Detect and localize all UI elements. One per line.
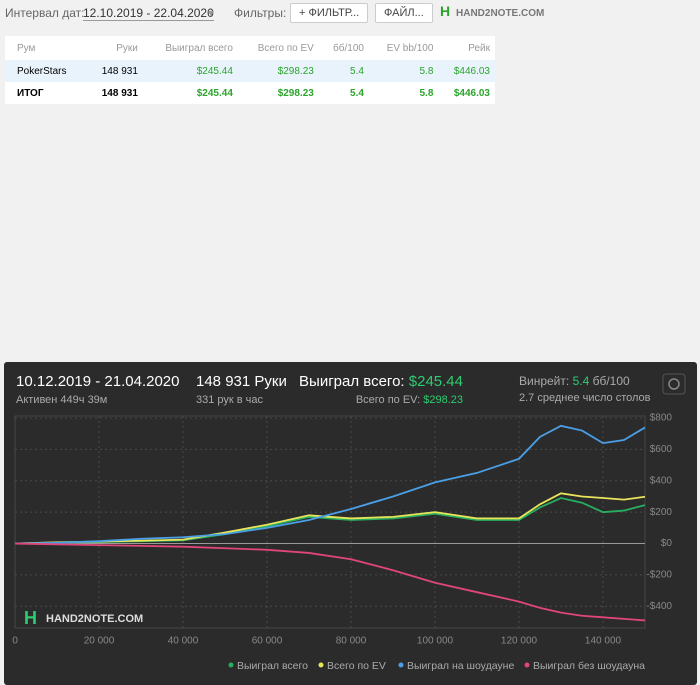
toolbar: Интервал дат: 12.10.2019 - 22.04.2020 ▾ … bbox=[0, 0, 700, 28]
file-text: ФАЙЛ... bbox=[384, 7, 424, 19]
legend-dot bbox=[398, 662, 404, 668]
table-cell: $245.44 bbox=[196, 87, 233, 99]
column-header: Руки bbox=[116, 42, 138, 54]
series-line bbox=[14, 492, 646, 545]
y-tick-label: $400 bbox=[650, 475, 673, 486]
table-cell: $446.03 bbox=[438, 60, 495, 82]
filter-button[interactable]: + ФИЛЬТР... bbox=[290, 3, 369, 23]
table-row: PokerStars 148 931 $245.44 $298.23 5.4 5.8 $44… bbox=[5, 60, 495, 82]
winrate-unit: бб/100 bbox=[593, 374, 630, 388]
y-tick-label: -$400 bbox=[646, 601, 672, 612]
table-cell: $446.03 bbox=[453, 87, 490, 99]
table-header: Рум Руки Выиграл всего Всего по EV бб/100 EV … bbox=[5, 36, 495, 60]
table-row: ИТОГ 148 931 $245.44 $298.23 5.4 5.8 $446.03 bbox=[5, 82, 495, 104]
hands: 148 931 Руки bbox=[196, 373, 287, 390]
table-body: PokerStars 148 931 $245.44 $298.23 5.4 5.8 $44… bbox=[5, 60, 495, 104]
legend-label: Выиграл без шоудауна bbox=[533, 660, 645, 672]
table-cell: 5.8 bbox=[368, 60, 439, 82]
legend-label: Всего по EV bbox=[327, 660, 386, 672]
chart-logo: HAND2NOTE.COM bbox=[46, 613, 143, 625]
series-line bbox=[14, 424, 646, 545]
y-tick-label: -$200 bbox=[646, 570, 672, 581]
logo-icon: H bbox=[440, 3, 451, 19]
ev-label: Всего по EV: bbox=[356, 394, 420, 406]
table-cell: PokerStars bbox=[5, 60, 87, 82]
column-header: бб/100 bbox=[333, 42, 364, 54]
table-cell: 5.8 bbox=[419, 87, 434, 99]
table-cell: $298.23 bbox=[277, 87, 314, 99]
column-header: Всего по EV bbox=[257, 42, 314, 54]
legend-dot bbox=[228, 662, 234, 668]
won: Выиграл всего: $245.44 bbox=[299, 373, 463, 390]
dropdown-arrow[interactable]: ▾ bbox=[208, 6, 215, 20]
y-tick-label: $800 bbox=[650, 413, 673, 424]
period: 10.12.2019 - 21.04.2020 bbox=[16, 373, 179, 390]
y-tick-label: $200 bbox=[650, 507, 673, 518]
date-range[interactable]: 12.10.2019 - 22.04.2020 bbox=[83, 6, 214, 21]
column-header: EV bb/100 bbox=[386, 42, 434, 54]
winrate: Винрейт: 5.4 бб/100 bbox=[519, 374, 630, 388]
series-line bbox=[14, 542, 646, 622]
x-tick-label: 0 bbox=[12, 636, 18, 647]
settings-button[interactable] bbox=[662, 373, 686, 395]
filters-label: Фильтры: bbox=[234, 6, 287, 20]
plot: -$400 -$200 $0 $200 $400 $600 $800 0 20 000 40 00… bbox=[12, 413, 672, 672]
ev: Всего по EV: $298.23 bbox=[356, 394, 463, 406]
column-header: Рум bbox=[17, 42, 36, 54]
ev-value: $298.23 bbox=[423, 394, 463, 406]
x-tick-label: 120 000 bbox=[501, 636, 538, 647]
table-cell: 148 931 bbox=[101, 87, 138, 99]
filter-text: ФИЛЬТР... bbox=[308, 7, 360, 19]
column-header: Рейк bbox=[468, 42, 490, 54]
table-cell: ИТОГ bbox=[17, 87, 44, 99]
chart-panel: 10.12.2019 - 21.04.2020 Активен 449ч 39м… bbox=[4, 362, 697, 685]
active: Активен 449ч 39м bbox=[16, 394, 107, 406]
chart-logo-icon: H bbox=[24, 608, 37, 628]
settings-icon bbox=[668, 378, 680, 390]
legend-dot bbox=[318, 662, 324, 668]
legend-dot bbox=[524, 662, 530, 668]
x-tick-label: 80 000 bbox=[336, 636, 367, 647]
table-cell: $298.23 bbox=[237, 60, 319, 82]
table-cell: 5.4 bbox=[350, 87, 364, 99]
file-button[interactable]: ФАЙЛ... bbox=[375, 3, 433, 23]
column-header: Выиграл всего bbox=[165, 42, 233, 54]
x-tick-label: 100 000 bbox=[417, 636, 454, 647]
legend-label: Выиграл на шоудауне bbox=[407, 660, 514, 672]
winrate-label: Винрейт: bbox=[519, 374, 569, 388]
winrate-value: 5.4 bbox=[573, 374, 590, 388]
x-tick-label: 60 000 bbox=[252, 636, 283, 647]
table-cell: 148 931 bbox=[86, 60, 143, 82]
tables: 2.7 среднее число столов bbox=[519, 392, 651, 404]
plus: + bbox=[299, 7, 309, 19]
y-tick-label: $0 bbox=[661, 538, 673, 549]
table: Рум Руки Выиграл всего Всего по EV бб/100 EV … bbox=[5, 36, 495, 104]
x-tick-label: 40 000 bbox=[168, 636, 199, 647]
panel-bg bbox=[4, 362, 697, 685]
x-tick-label: 20 000 bbox=[84, 636, 115, 647]
table-cell: $245.44 bbox=[142, 60, 238, 82]
logo: HAND2NOTE.COM bbox=[456, 8, 545, 19]
y-tick-label: $600 bbox=[650, 444, 673, 455]
table-cell: 5.4 bbox=[318, 60, 369, 82]
date-label: Интервал дат: bbox=[5, 6, 85, 20]
won-label: Выиграл всего: bbox=[299, 373, 405, 390]
legend-label: Выиграл всего bbox=[237, 660, 308, 672]
per-hour: 331 рук в час bbox=[196, 394, 264, 406]
x-tick-label: 140 000 bbox=[585, 636, 622, 647]
won-value: $245.44 bbox=[409, 373, 463, 390]
